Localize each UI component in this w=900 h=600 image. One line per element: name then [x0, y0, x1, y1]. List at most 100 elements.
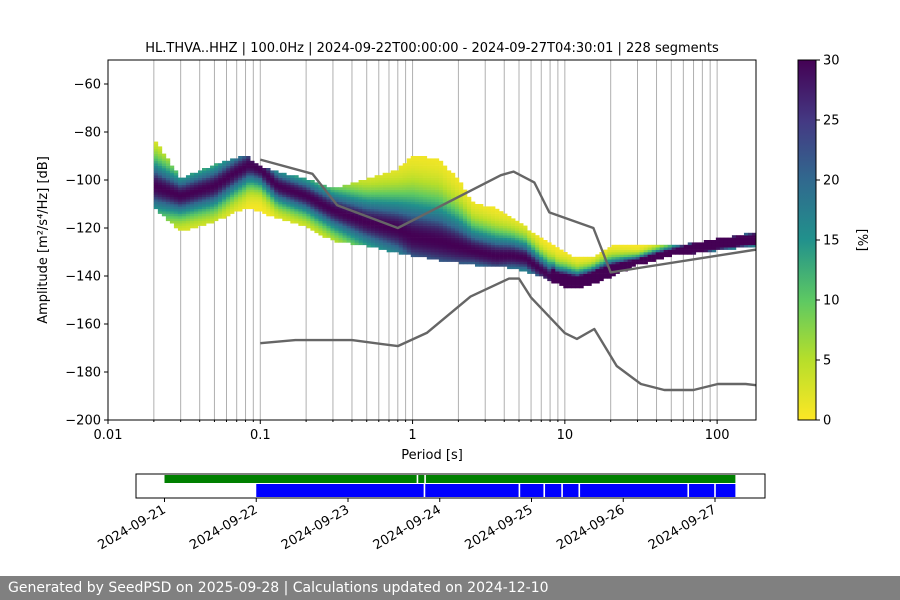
density-cell: [334, 225, 339, 229]
density-cell: [157, 151, 163, 154]
density-cell: [434, 175, 440, 178]
density-cell: [238, 158, 243, 162]
density-cell: [378, 216, 383, 219]
density-cell: [157, 206, 163, 210]
density-cell: [535, 271, 540, 274]
density-cell: [623, 261, 628, 265]
density-cell: [266, 204, 271, 207]
density-cell: [350, 194, 355, 198]
density-cell: [394, 218, 400, 222]
density-cell: [539, 242, 544, 246]
density-cell: [511, 256, 516, 260]
density-cell: [290, 211, 295, 214]
density-cell: [531, 244, 536, 248]
density-cell: [374, 196, 379, 200]
density-cell: [242, 204, 247, 207]
density-cell: [386, 206, 391, 210]
colorbar-tick-label: 15: [823, 234, 840, 249]
density-cell: [210, 220, 215, 224]
density-cell: [270, 182, 275, 186]
density-cell: [334, 208, 339, 212]
density-cell: [511, 225, 516, 229]
density-cell: [338, 192, 343, 195]
density-cell: [643, 254, 648, 258]
density-cell: [647, 244, 652, 248]
density-cell: [157, 187, 163, 190]
density-cell: [326, 196, 331, 200]
density-cell: [511, 242, 516, 246]
density-cell: [382, 184, 387, 188]
density-cell: [499, 216, 504, 219]
density-cell: [422, 230, 428, 234]
density-cell: [446, 256, 452, 260]
density-cell: [595, 268, 600, 272]
density-cell: [298, 220, 303, 224]
density-cell: [310, 199, 315, 202]
density-cell: [631, 254, 636, 258]
density-cell: [511, 220, 516, 224]
density-cell: [181, 206, 187, 210]
density-cell: [398, 184, 404, 188]
density-cell: [258, 206, 263, 210]
density-cell: [290, 184, 295, 188]
density-cell: [491, 235, 496, 238]
density-cell: [202, 216, 207, 219]
density-cell: [607, 261, 612, 265]
density-cell: [173, 216, 179, 219]
density-cell: [326, 235, 331, 238]
density-cell: [458, 189, 464, 193]
density-cell: [161, 175, 167, 178]
density-cell: [719, 240, 725, 243]
density-cell: [430, 175, 436, 178]
density-cell: [185, 223, 191, 226]
density-cell: [487, 218, 492, 222]
density-cell: [639, 254, 644, 258]
density-cell: [450, 189, 456, 193]
density-cell: [703, 240, 709, 243]
density-cell: [366, 177, 371, 181]
density-cell: [322, 235, 327, 238]
density-cell: [414, 184, 420, 188]
density-cell: [747, 232, 753, 236]
density-cell: [655, 247, 660, 250]
density-cell: [210, 184, 215, 188]
y-tick-label: −160: [65, 318, 101, 333]
density-cell: [274, 170, 279, 174]
density-cell: [583, 256, 588, 260]
density-cell: [495, 220, 500, 224]
density-cell: [382, 240, 387, 243]
density-cell: [278, 192, 283, 195]
density-cell: [338, 189, 343, 193]
density-cell: [386, 247, 391, 250]
density-cell: [483, 237, 488, 241]
density-cell: [466, 256, 472, 260]
density-cell: [214, 175, 219, 178]
density-cell: [185, 206, 191, 210]
density-cell: [462, 220, 468, 224]
density-cell: [454, 240, 460, 243]
density-cell: [499, 252, 504, 255]
density-cell: [338, 187, 343, 190]
density-cell: [165, 184, 171, 188]
density-cell: [254, 170, 259, 174]
density-cell: [153, 196, 159, 200]
density-cell: [671, 249, 677, 253]
density-cell: [350, 237, 355, 241]
density-cell: [334, 192, 339, 195]
density-cell: [366, 189, 371, 193]
density-cell: [470, 259, 476, 262]
density-cell: [675, 249, 681, 253]
density-cell: [466, 223, 472, 226]
density-cell: [394, 189, 400, 193]
density-cell: [382, 208, 387, 212]
density-cell: [599, 259, 604, 262]
density-cell: [294, 175, 299, 178]
density-cell: [414, 211, 420, 214]
density-cell: [390, 196, 396, 200]
density-cell: [470, 232, 476, 236]
density-cell: [575, 276, 580, 279]
density-cell: [218, 180, 223, 183]
density-cell: [169, 172, 175, 176]
density-cell: [422, 228, 428, 231]
density-cell: [173, 180, 179, 183]
